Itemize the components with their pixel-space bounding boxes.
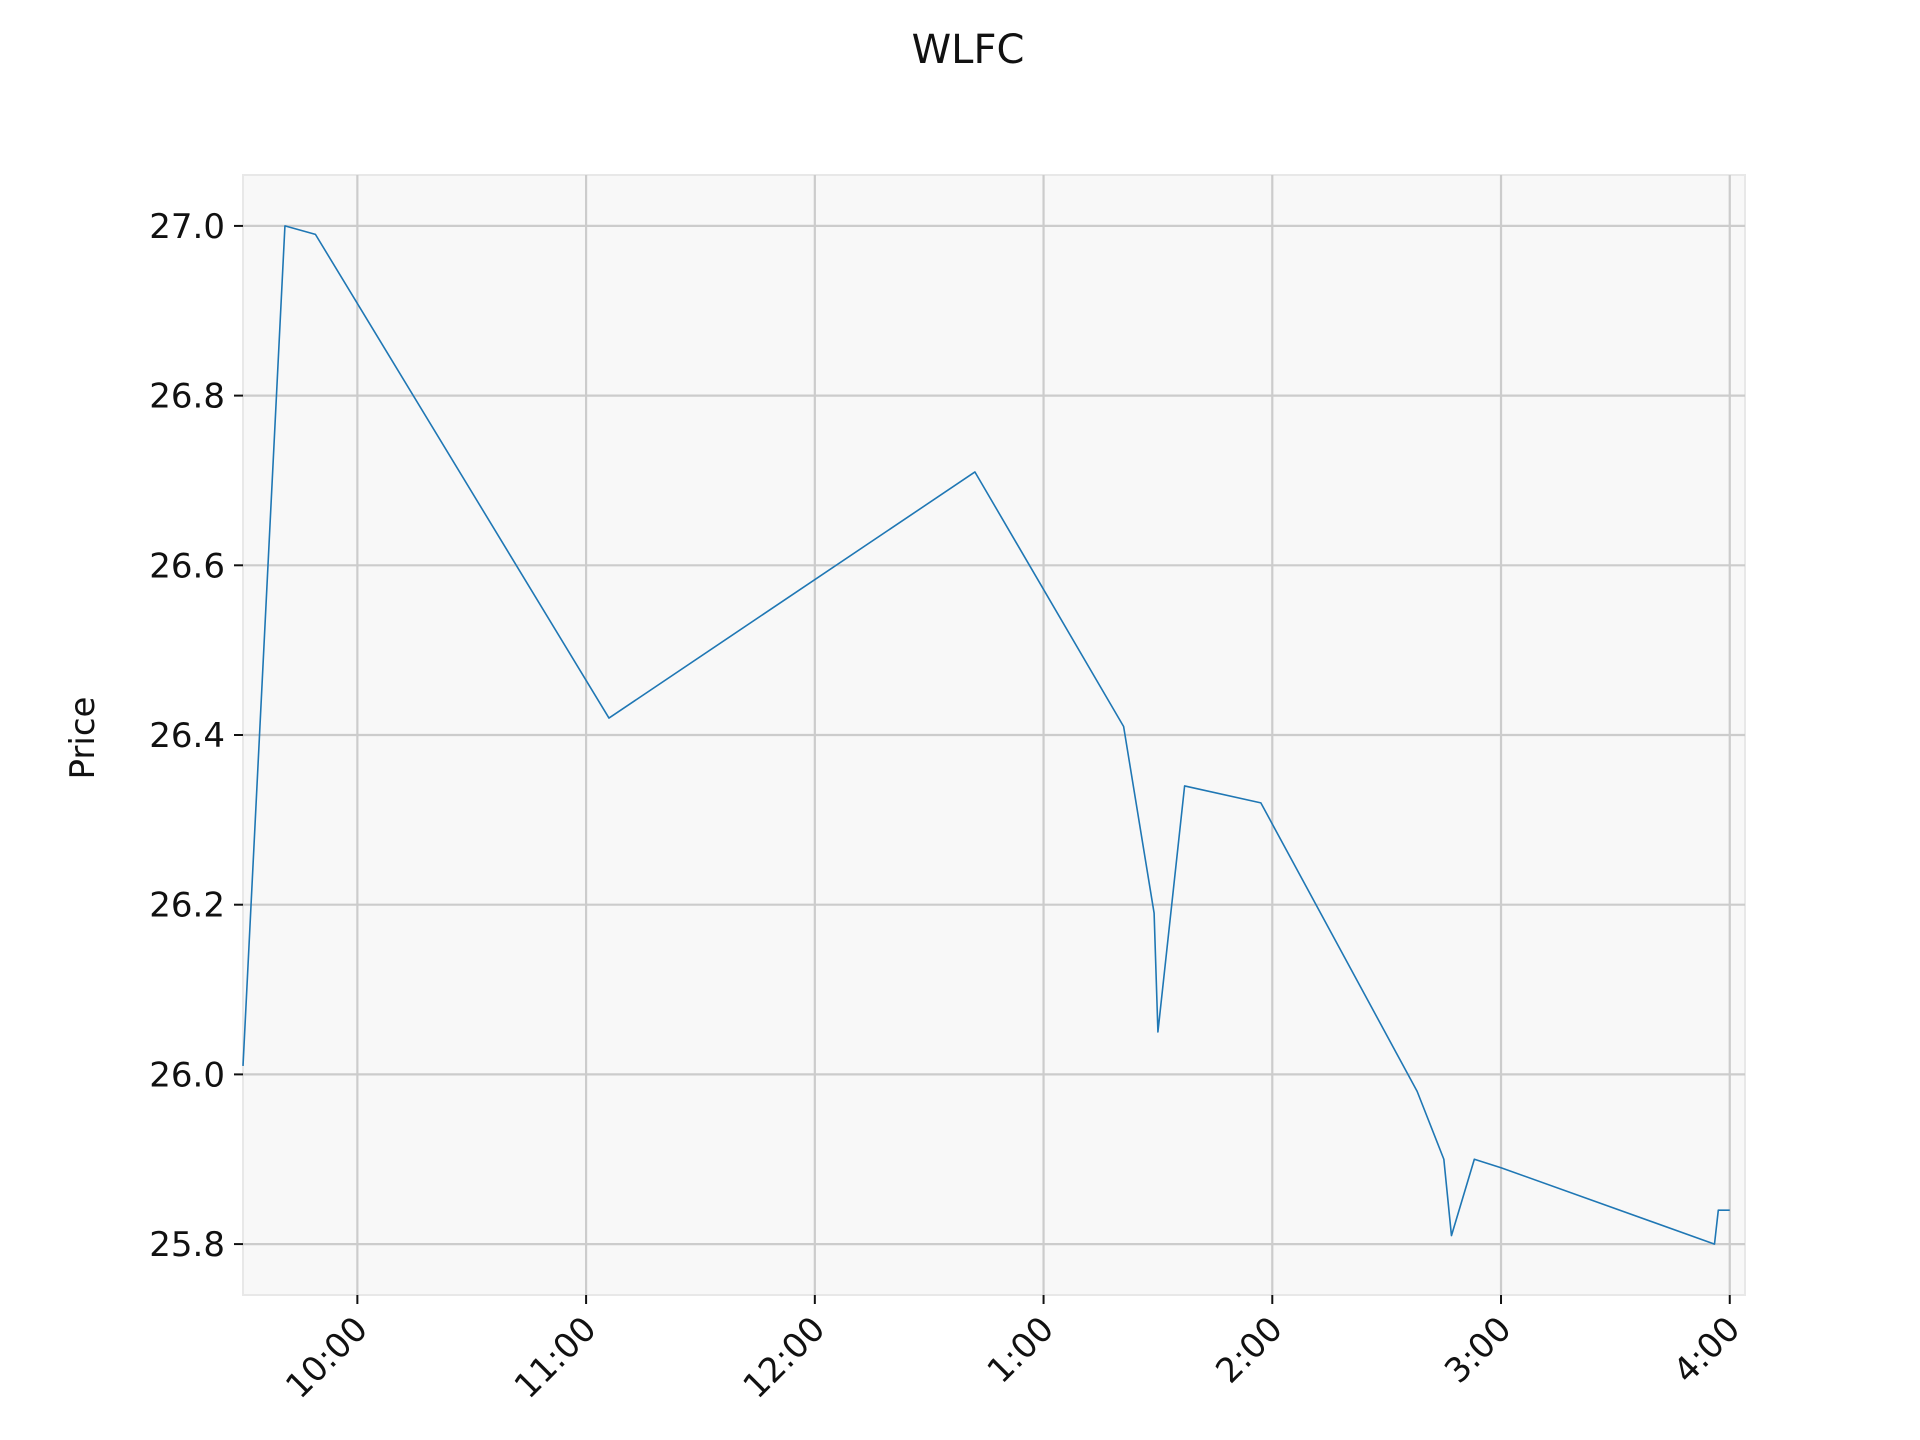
y-tick-label: 26.4 <box>149 716 225 756</box>
y-axis-label: Price <box>63 697 103 780</box>
y-tick-label: 26.2 <box>149 886 225 926</box>
y-tick-label: 25.8 <box>149 1225 225 1265</box>
y-tick-label: 26.0 <box>149 1055 225 1095</box>
x-tick-label: 12:00 <box>736 1309 834 1407</box>
x-tick-label: 2:00 <box>1208 1309 1290 1391</box>
series-line-0 <box>242 225 1730 1245</box>
x-axis: 10:00 11:00 12:00 1:00 2:00 3:00 4:00 <box>278 1295 1748 1407</box>
chart-title: WLFC <box>912 27 1025 73</box>
y-axis: 25.8 26.0 26.2 26.4 26.6 26.8 27.0 <box>149 207 243 1265</box>
series-layer <box>242 225 1730 1245</box>
y-tick-label: 26.8 <box>149 377 225 417</box>
y-tick-label: 26.6 <box>149 546 225 586</box>
grid-lines <box>243 175 1745 1295</box>
x-tick-label: 10:00 <box>278 1309 376 1407</box>
x-tick-label: 1:00 <box>980 1309 1062 1391</box>
x-tick-label: 4:00 <box>1666 1309 1748 1391</box>
x-tick-label: 11:00 <box>507 1309 605 1407</box>
y-tick-label: 27.0 <box>149 207 225 247</box>
x-tick-label: 3:00 <box>1437 1309 1519 1391</box>
